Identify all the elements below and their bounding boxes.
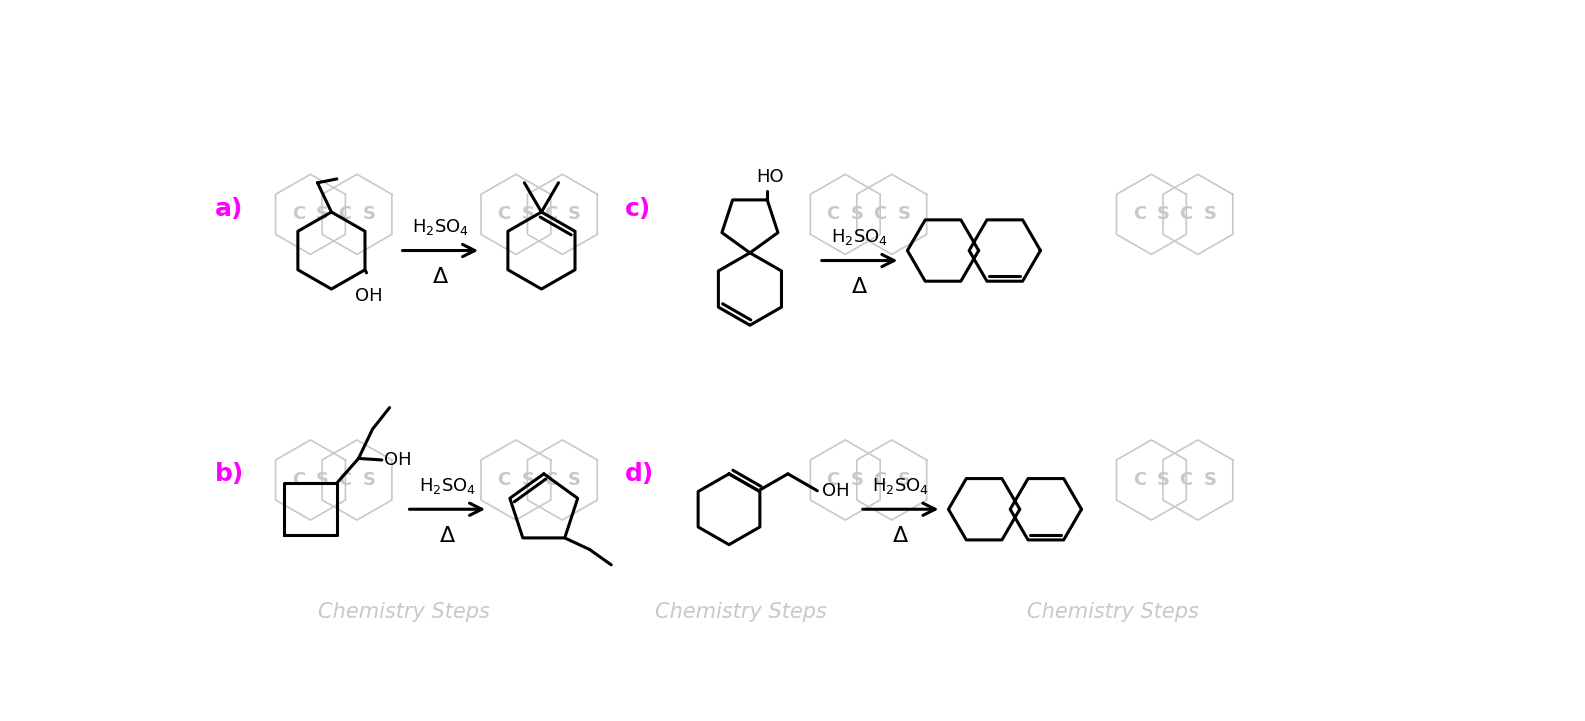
Text: S: S [521, 205, 534, 224]
Text: C: C [873, 471, 886, 489]
Text: S: S [567, 471, 582, 489]
Text: $\Delta$: $\Delta$ [892, 526, 910, 547]
Text: HO: HO [756, 168, 785, 186]
Text: OH: OH [823, 482, 850, 500]
Text: C: C [1133, 471, 1146, 489]
Text: C: C [338, 205, 352, 224]
Text: C: C [292, 471, 304, 489]
Text: C: C [292, 205, 304, 224]
Text: S: S [1157, 205, 1170, 224]
Text: S: S [567, 205, 582, 224]
Text: C: C [826, 471, 840, 489]
Text: H$_2$SO$_4$: H$_2$SO$_4$ [412, 218, 469, 237]
Text: S: S [363, 205, 376, 224]
Text: S: S [851, 205, 864, 224]
Text: Chemistry Steps: Chemistry Steps [317, 603, 490, 622]
Text: C: C [544, 471, 556, 489]
Text: Chemistry Steps: Chemistry Steps [655, 603, 826, 622]
Text: S: S [315, 205, 330, 224]
Text: C: C [1133, 205, 1146, 224]
Text: C: C [1179, 471, 1192, 489]
Text: C: C [826, 205, 840, 224]
Text: C: C [544, 205, 556, 224]
Text: S: S [521, 471, 534, 489]
Text: d): d) [624, 462, 653, 486]
Text: H$_2$SO$_4$: H$_2$SO$_4$ [418, 476, 475, 496]
Text: b): b) [216, 462, 244, 486]
Text: C: C [498, 471, 510, 489]
Text: S: S [851, 471, 864, 489]
Text: S: S [1203, 471, 1216, 489]
Text: $\Delta$: $\Delta$ [439, 526, 456, 547]
Text: S: S [1203, 205, 1216, 224]
Text: C: C [338, 471, 352, 489]
Text: S: S [897, 471, 910, 489]
Text: C: C [498, 205, 510, 224]
Text: $\Delta$: $\Delta$ [851, 278, 869, 298]
Text: C: C [1179, 205, 1192, 224]
Text: OH: OH [355, 287, 382, 305]
Text: C: C [873, 205, 886, 224]
Text: S: S [1157, 471, 1170, 489]
Text: S: S [897, 205, 910, 224]
Text: S: S [315, 471, 330, 489]
Text: c): c) [624, 197, 650, 221]
Text: $\Delta$: $\Delta$ [431, 267, 449, 288]
Text: a): a) [216, 197, 244, 221]
Text: Chemistry Steps: Chemistry Steps [1027, 603, 1198, 622]
Text: OH: OH [384, 451, 412, 469]
Text: H$_2$SO$_4$: H$_2$SO$_4$ [831, 227, 888, 247]
Text: H$_2$SO$_4$: H$_2$SO$_4$ [872, 476, 929, 496]
Text: S: S [363, 471, 376, 489]
